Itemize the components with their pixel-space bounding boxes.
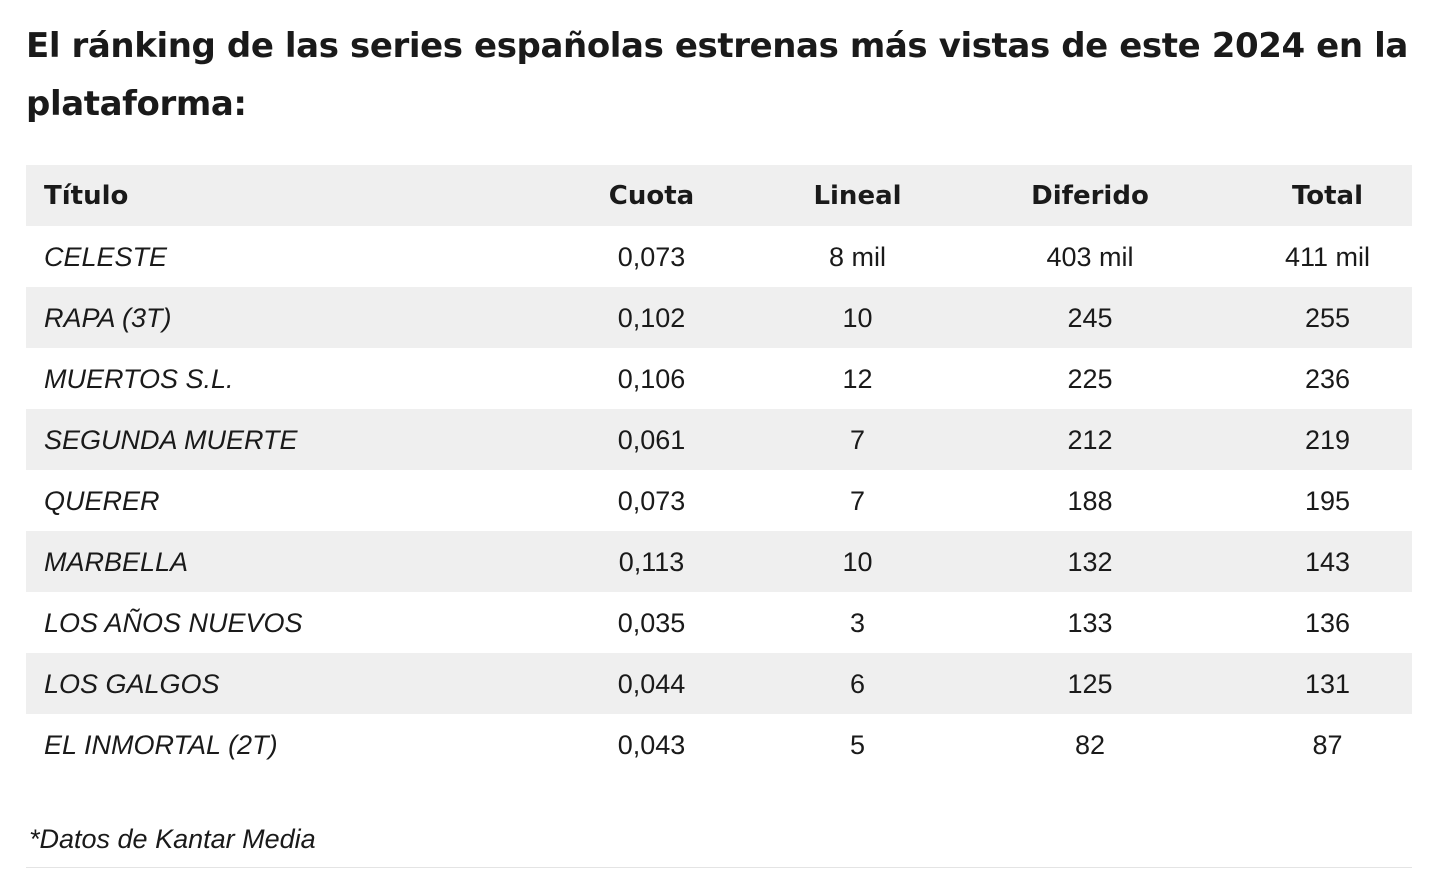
cell-cuota: 0,113	[618, 546, 685, 577]
table-header-row: Título Cuota Lineal Diferido Total	[26, 165, 1412, 226]
cell-cuota: 0,073	[617, 241, 686, 272]
column-header-total: Total	[1291, 180, 1364, 211]
cell-cuota: 0,073	[617, 485, 686, 516]
cell-cuota: 0,035	[617, 607, 686, 638]
column-header-cuota: Cuota	[608, 180, 695, 211]
cell-total: 219	[1304, 424, 1351, 455]
cell-total: 87	[1312, 729, 1343, 760]
cell-diferido: 212	[1067, 424, 1113, 455]
source-footnote: *Datos de Kantar Media	[29, 824, 316, 854]
cell-total: 143	[1304, 546, 1351, 577]
cell-lineal: 7	[849, 424, 866, 455]
cell-diferido: 133	[1067, 607, 1113, 638]
cell-diferido: 132	[1067, 546, 1113, 577]
table-row: RAPA (3T) 0,102 10 245 255	[26, 287, 1412, 348]
cell-lineal: 10	[842, 302, 873, 333]
cell-total: 136	[1304, 607, 1351, 638]
cell-lineal: 5	[849, 729, 866, 760]
cell-cuota: 0,106	[617, 363, 686, 394]
table-row: CELESTE 0,073 8 mil 403 mil 411 mil	[26, 226, 1412, 287]
cell-titulo: LOS GALGOS	[44, 668, 220, 699]
cell-total: 411 mil	[1284, 241, 1371, 272]
cell-lineal: 10	[842, 546, 873, 577]
cell-titulo: SEGUNDA MUERTE	[44, 424, 298, 455]
table-row: MARBELLA 0,113 10 132 143	[26, 531, 1412, 592]
cell-titulo: RAPA (3T)	[44, 302, 172, 333]
table-row: LOS AÑOS NUEVOS 0,035 3 133 136	[26, 592, 1412, 653]
cell-diferido: 188	[1067, 485, 1113, 516]
cell-total: 131	[1304, 668, 1351, 699]
ranking-table-container: Título Cuota Lineal Diferido Total CELES…	[26, 165, 1412, 775]
cell-lineal: 7	[849, 485, 866, 516]
cell-cuota: 0,043	[617, 729, 686, 760]
cell-diferido: 403 mil	[1046, 241, 1134, 272]
cell-titulo: MARBELLA	[44, 546, 189, 577]
cell-total: 236	[1304, 363, 1351, 394]
cell-diferido: 82	[1074, 729, 1106, 760]
cell-diferido: 125	[1067, 668, 1113, 699]
cell-cuota: 0,102	[617, 302, 686, 333]
cell-lineal: 6	[849, 668, 866, 699]
cell-cuota: 0,044	[617, 668, 686, 699]
cell-diferido: 225	[1067, 363, 1113, 394]
cell-titulo: EL INMORTAL (2T)	[44, 729, 278, 760]
cell-lineal: 3	[849, 607, 866, 638]
column-header-titulo: Título	[44, 180, 129, 211]
cell-total: 255	[1304, 302, 1351, 333]
table-row: EL INMORTAL (2T) 0,043 5 82 87	[26, 714, 1412, 775]
table-row: MUERTOS S.L. 0,106 12 225 236	[26, 348, 1412, 409]
cell-diferido: 245	[1067, 302, 1113, 333]
bottom-divider	[26, 867, 1412, 868]
table-row: QUERER 0,073 7 188 195	[26, 470, 1412, 531]
cell-total: 195	[1304, 485, 1351, 516]
cell-titulo: MUERTOS S.L.	[44, 363, 234, 394]
cell-titulo: CELESTE	[44, 241, 168, 272]
cell-cuota: 0,061	[617, 424, 686, 455]
column-header-lineal: Lineal	[813, 180, 902, 211]
cell-titulo: LOS AÑOS NUEVOS	[44, 607, 303, 638]
column-header-diferido: Diferido	[1031, 180, 1149, 211]
ranking-table: Título Cuota Lineal Diferido Total CELES…	[26, 165, 1412, 775]
cell-titulo: QUERER	[44, 485, 160, 516]
cell-lineal: 12	[842, 363, 873, 394]
table-row: SEGUNDA MUERTE 0,061 7 212 219	[26, 409, 1412, 470]
page-title: El ránking de las series españolas estre…	[26, 26, 1408, 124]
table-row: LOS GALGOS 0,044 6 125 131	[26, 653, 1412, 714]
cell-lineal: 8 mil	[828, 241, 886, 272]
